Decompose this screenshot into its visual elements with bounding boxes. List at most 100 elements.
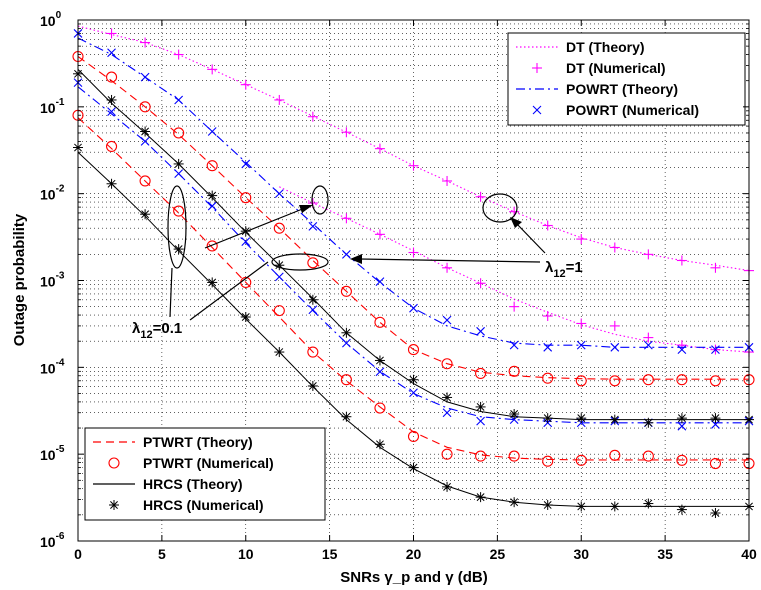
data-point: [374, 316, 386, 328]
data-point: [341, 213, 352, 224]
y-tick-label: 10-5: [40, 444, 65, 463]
leader-line: [169, 267, 173, 318]
legend-item: PTWRT (Numerical): [108, 455, 274, 471]
annotation-ellipse-powrt14: [311, 185, 329, 215]
data-point: [442, 392, 453, 403]
data-point: [307, 111, 318, 122]
annotation-layer: λ12=0.1 λ12=1: [132, 185, 583, 341]
data-point: [307, 380, 318, 391]
data-point: [274, 347, 285, 358]
data-point: [676, 340, 687, 351]
legend-label: HRCS (Theory): [143, 476, 243, 492]
data-point: [106, 28, 117, 39]
data-point: [609, 449, 621, 461]
x-tick-label: 40: [741, 546, 757, 562]
y-tick-label: 10-2: [40, 184, 65, 203]
data-point: [274, 272, 284, 282]
x-tick-label: 20: [406, 546, 422, 562]
data-point: [610, 342, 620, 352]
legend-label: DT (Numerical): [566, 60, 666, 76]
data-point: [140, 136, 150, 146]
data-point: [709, 375, 722, 387]
annotation-lambda1: λ12=1: [545, 259, 583, 280]
data-point: [173, 158, 184, 169]
legend-item: HRCS (Numerical): [109, 497, 264, 513]
data-point: [173, 127, 185, 139]
data-point: [542, 455, 554, 467]
data-point: [542, 413, 553, 424]
legend-item: DT (Theory): [516, 39, 645, 55]
data-point: [106, 140, 118, 152]
data-point: [442, 175, 453, 186]
data-point: [709, 457, 722, 470]
legend-swatch-marker: [109, 500, 119, 510]
data-point: [509, 497, 520, 508]
data-point: [609, 414, 620, 425]
data-point: [341, 327, 352, 338]
data-point: [206, 160, 218, 172]
data-point: [408, 247, 419, 258]
y-axis-label: Outage probability: [11, 213, 28, 346]
data-point: [308, 305, 318, 315]
data-point: [576, 340, 586, 350]
x-tick-label: 0: [74, 546, 82, 562]
legend-swatch-marker: [532, 105, 542, 115]
data-point: [609, 320, 620, 331]
data-point: [207, 127, 217, 136]
data-point: [475, 492, 486, 503]
data-point: [307, 346, 319, 358]
annotation-lambda01: λ12=0.1: [132, 320, 182, 341]
data-point: [643, 249, 654, 260]
data-point: [374, 402, 386, 414]
data-point: [241, 159, 251, 169]
y-tick-label: 10-4: [40, 357, 65, 376]
data-point: [173, 244, 184, 255]
legend-label: POWRT (Theory): [566, 81, 678, 97]
legend-bottom-left: PTWRT (Theory) PTWRT (Numerical) HRCS (The…: [84, 427, 326, 521]
data-point: [241, 237, 251, 247]
arrowhead: [350, 254, 362, 264]
x-tick-label: 30: [573, 546, 589, 562]
x-tick-label: 25: [490, 546, 506, 562]
data-point: [710, 262, 721, 273]
data-point: [173, 49, 184, 60]
annotation-ellipse-lambda01: [167, 185, 187, 269]
data-point: [240, 311, 251, 322]
data-point: [475, 401, 486, 412]
data-point: [643, 417, 654, 428]
data-point: [441, 358, 453, 370]
arrow-line: [359, 258, 541, 263]
data-point: [107, 48, 116, 58]
data-point: [342, 338, 351, 348]
data-point: [643, 498, 654, 509]
data-point: [106, 178, 117, 189]
data-point: [374, 355, 385, 366]
series-line-ptwrt-theory: [77, 56, 749, 380]
data-point: [308, 221, 318, 231]
data-point: [174, 95, 184, 105]
data-point: [106, 94, 117, 105]
series-layer: [72, 25, 755, 519]
arrow-line: [515, 222, 546, 254]
data-point: [576, 234, 587, 245]
data-point: [710, 508, 721, 519]
annotation-ellipse-lambda1-left: [271, 253, 329, 271]
data-point: [140, 209, 151, 220]
data-point: [140, 37, 151, 48]
legend-item: HRCS (Theory): [93, 476, 243, 492]
annotation-ellipse-lambda1-right: [482, 193, 518, 223]
data-point: [542, 311, 553, 322]
legend-swatch-marker: [108, 457, 120, 469]
x-axis-label: SNRs γ_p and γ (dB): [340, 569, 488, 586]
data-point: [409, 388, 418, 398]
series-line-dt-low-theory: [279, 186, 750, 353]
data-point: [676, 454, 688, 466]
data-point: [575, 375, 587, 387]
data-point: [173, 205, 185, 217]
data-point: [107, 107, 116, 117]
data-point: [140, 126, 151, 137]
arrowhead: [510, 217, 522, 228]
data-point: [375, 277, 385, 287]
legend-swatch-marker: [532, 63, 542, 73]
data-point: [240, 192, 252, 204]
